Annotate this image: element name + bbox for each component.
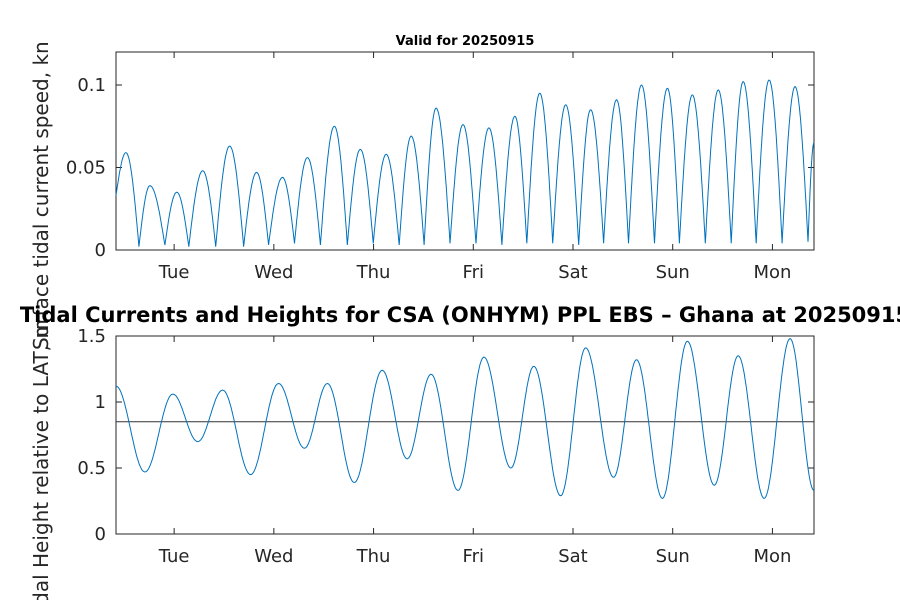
current-speed-series-line <box>115 79 815 247</box>
bottom-x-tick-label: Tue <box>158 546 190 567</box>
bottom-y-tick-label: 0 <box>95 524 106 545</box>
top-y-tick-label: 0.1 <box>77 75 106 96</box>
bottom-x-tick-label: Thu <box>356 546 391 567</box>
top-plot-area <box>115 51 815 251</box>
top-x-ticks: Tue Wed Thu Fri Sat Sun Mon <box>158 52 791 283</box>
bottom-chart-title: Tidal Currents and Heights for CSA (ONHY… <box>20 303 900 327</box>
bottom-y-axis-label: Tidal Height relative to LAT, m <box>29 319 53 600</box>
top-x-tick-label: Fri <box>463 262 484 283</box>
top-y-ticks: 0 0.05 0.1 <box>66 75 814 261</box>
top-x-tick-label: Sun <box>656 262 690 283</box>
top-x-tick-label: Sat <box>558 262 588 283</box>
bottom-plot-area <box>115 335 815 535</box>
current-speed-panel: Valid for 20250915 0 0.05 0.1 Tue Wed Thu Fri… <box>66 34 815 283</box>
bottom-x-tick-label: Mon <box>753 546 791 567</box>
bottom-y-tick-label: 1 <box>95 392 106 413</box>
bottom-x-tick-label: Fri <box>463 546 484 567</box>
tidal-height-series-line <box>115 338 815 499</box>
top-y-axis-label: Surface tidal current speed, kn <box>29 41 53 350</box>
top-x-tick-label: Wed <box>254 262 293 283</box>
top-x-tick-label: Thu <box>356 262 391 283</box>
top-chart-title: Valid for 20250915 <box>396 34 535 49</box>
top-x-tick-label: Mon <box>753 262 791 283</box>
bottom-x-tick-label: Sat <box>558 546 588 567</box>
top-x-tick-label: Tue <box>158 262 190 283</box>
bottom-x-tick-label: Wed <box>254 546 293 567</box>
bottom-x-ticks: Tue Wed Thu Fri Sat Sun Mon <box>158 336 791 567</box>
top-y-tick-label: 0.05 <box>66 158 106 179</box>
bottom-y-tick-label: 0.5 <box>77 458 106 479</box>
bottom-x-tick-label: Sun <box>656 546 690 567</box>
tidal-height-panel: 0 0.5 1 1.5 Tue Wed Thu Fri Sat Sun Mon <box>77 326 815 567</box>
bottom-y-tick-label: 1.5 <box>77 326 106 347</box>
top-y-tick-label: 0 <box>95 240 106 261</box>
bottom-y-ticks: 0 0.5 1 1.5 <box>77 326 814 545</box>
